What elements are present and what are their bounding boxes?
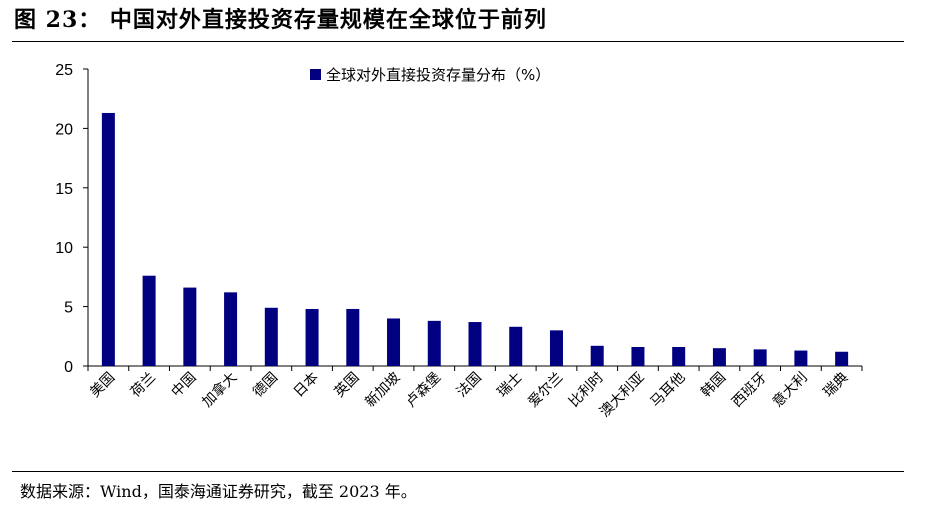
bar: [549, 330, 563, 366]
bar: [712, 348, 726, 366]
x-category-label: 德国: [250, 370, 281, 401]
legend-swatch: [310, 69, 321, 80]
x-category-label: 韩国: [698, 370, 729, 401]
chart-bars: [101, 112, 849, 367]
x-category-label: 加拿大: [199, 369, 241, 411]
figure-title: 图 23： 中国对外直接投资存量规模在全球位于前列: [14, 7, 547, 33]
source-divider: [12, 471, 904, 472]
bar: [672, 346, 686, 366]
x-category-label: 澳大利亚: [597, 370, 648, 421]
x-category-label: 中国: [169, 370, 200, 401]
bar: [264, 307, 278, 366]
x-category-label: 瑞典: [820, 370, 851, 401]
x-category-label: 美国: [87, 370, 118, 401]
y-tick-label: 20: [55, 121, 73, 138]
y-tick-label: 5: [64, 300, 73, 317]
bar: [387, 318, 401, 366]
x-category-label: 爱尔兰: [525, 370, 566, 411]
bar: [631, 346, 645, 366]
bar: [183, 287, 197, 366]
chart-legend: 全球对外直接投资存量分布（%）: [310, 66, 550, 84]
x-category-label: 法国: [454, 370, 485, 401]
bar: [509, 326, 523, 366]
x-category-label: 西班牙: [729, 370, 770, 411]
bar: [101, 112, 115, 367]
bar: [835, 351, 849, 366]
bar: [305, 308, 319, 366]
y-tick-label: 25: [55, 62, 73, 79]
y-tick-label: 10: [55, 240, 73, 257]
x-category-label: 荷兰: [128, 370, 159, 401]
x-category-label: 英国: [331, 369, 363, 401]
y-tick-labels: 0 5 10 15 20 25: [55, 62, 73, 376]
bar: [468, 322, 482, 366]
x-category-label: 瑞士: [494, 370, 525, 401]
x-category-label: 马耳他: [648, 370, 689, 411]
y-tick-label: 15: [55, 181, 73, 198]
x-category-label: 新加坡: [362, 370, 403, 411]
bar: [794, 350, 808, 366]
source-note: 数据来源：Wind，国泰海通证券研究，截至 2023 年。: [20, 482, 417, 501]
bar: [590, 345, 604, 366]
bar: [753, 349, 767, 366]
bar: [142, 275, 156, 366]
x-category-label: 意大利: [769, 369, 811, 411]
bar: [346, 308, 360, 366]
title-divider: [12, 41, 904, 42]
bar-chart: 0 5 10 15 20 25 美国 荷兰 中国 加拿大 德国 日本 英国 新加坡 卢森堡 法国 瑞士 爱尔兰比…: [55, 62, 863, 421]
y-tick-label: 0: [64, 359, 73, 376]
legend-label: 全球对外直接投资存量分布（%）: [326, 66, 550, 84]
bar: [224, 292, 238, 366]
bar: [427, 320, 441, 366]
x-category-label: 日本: [291, 370, 322, 401]
x-category-label: 卢森堡: [403, 370, 444, 411]
